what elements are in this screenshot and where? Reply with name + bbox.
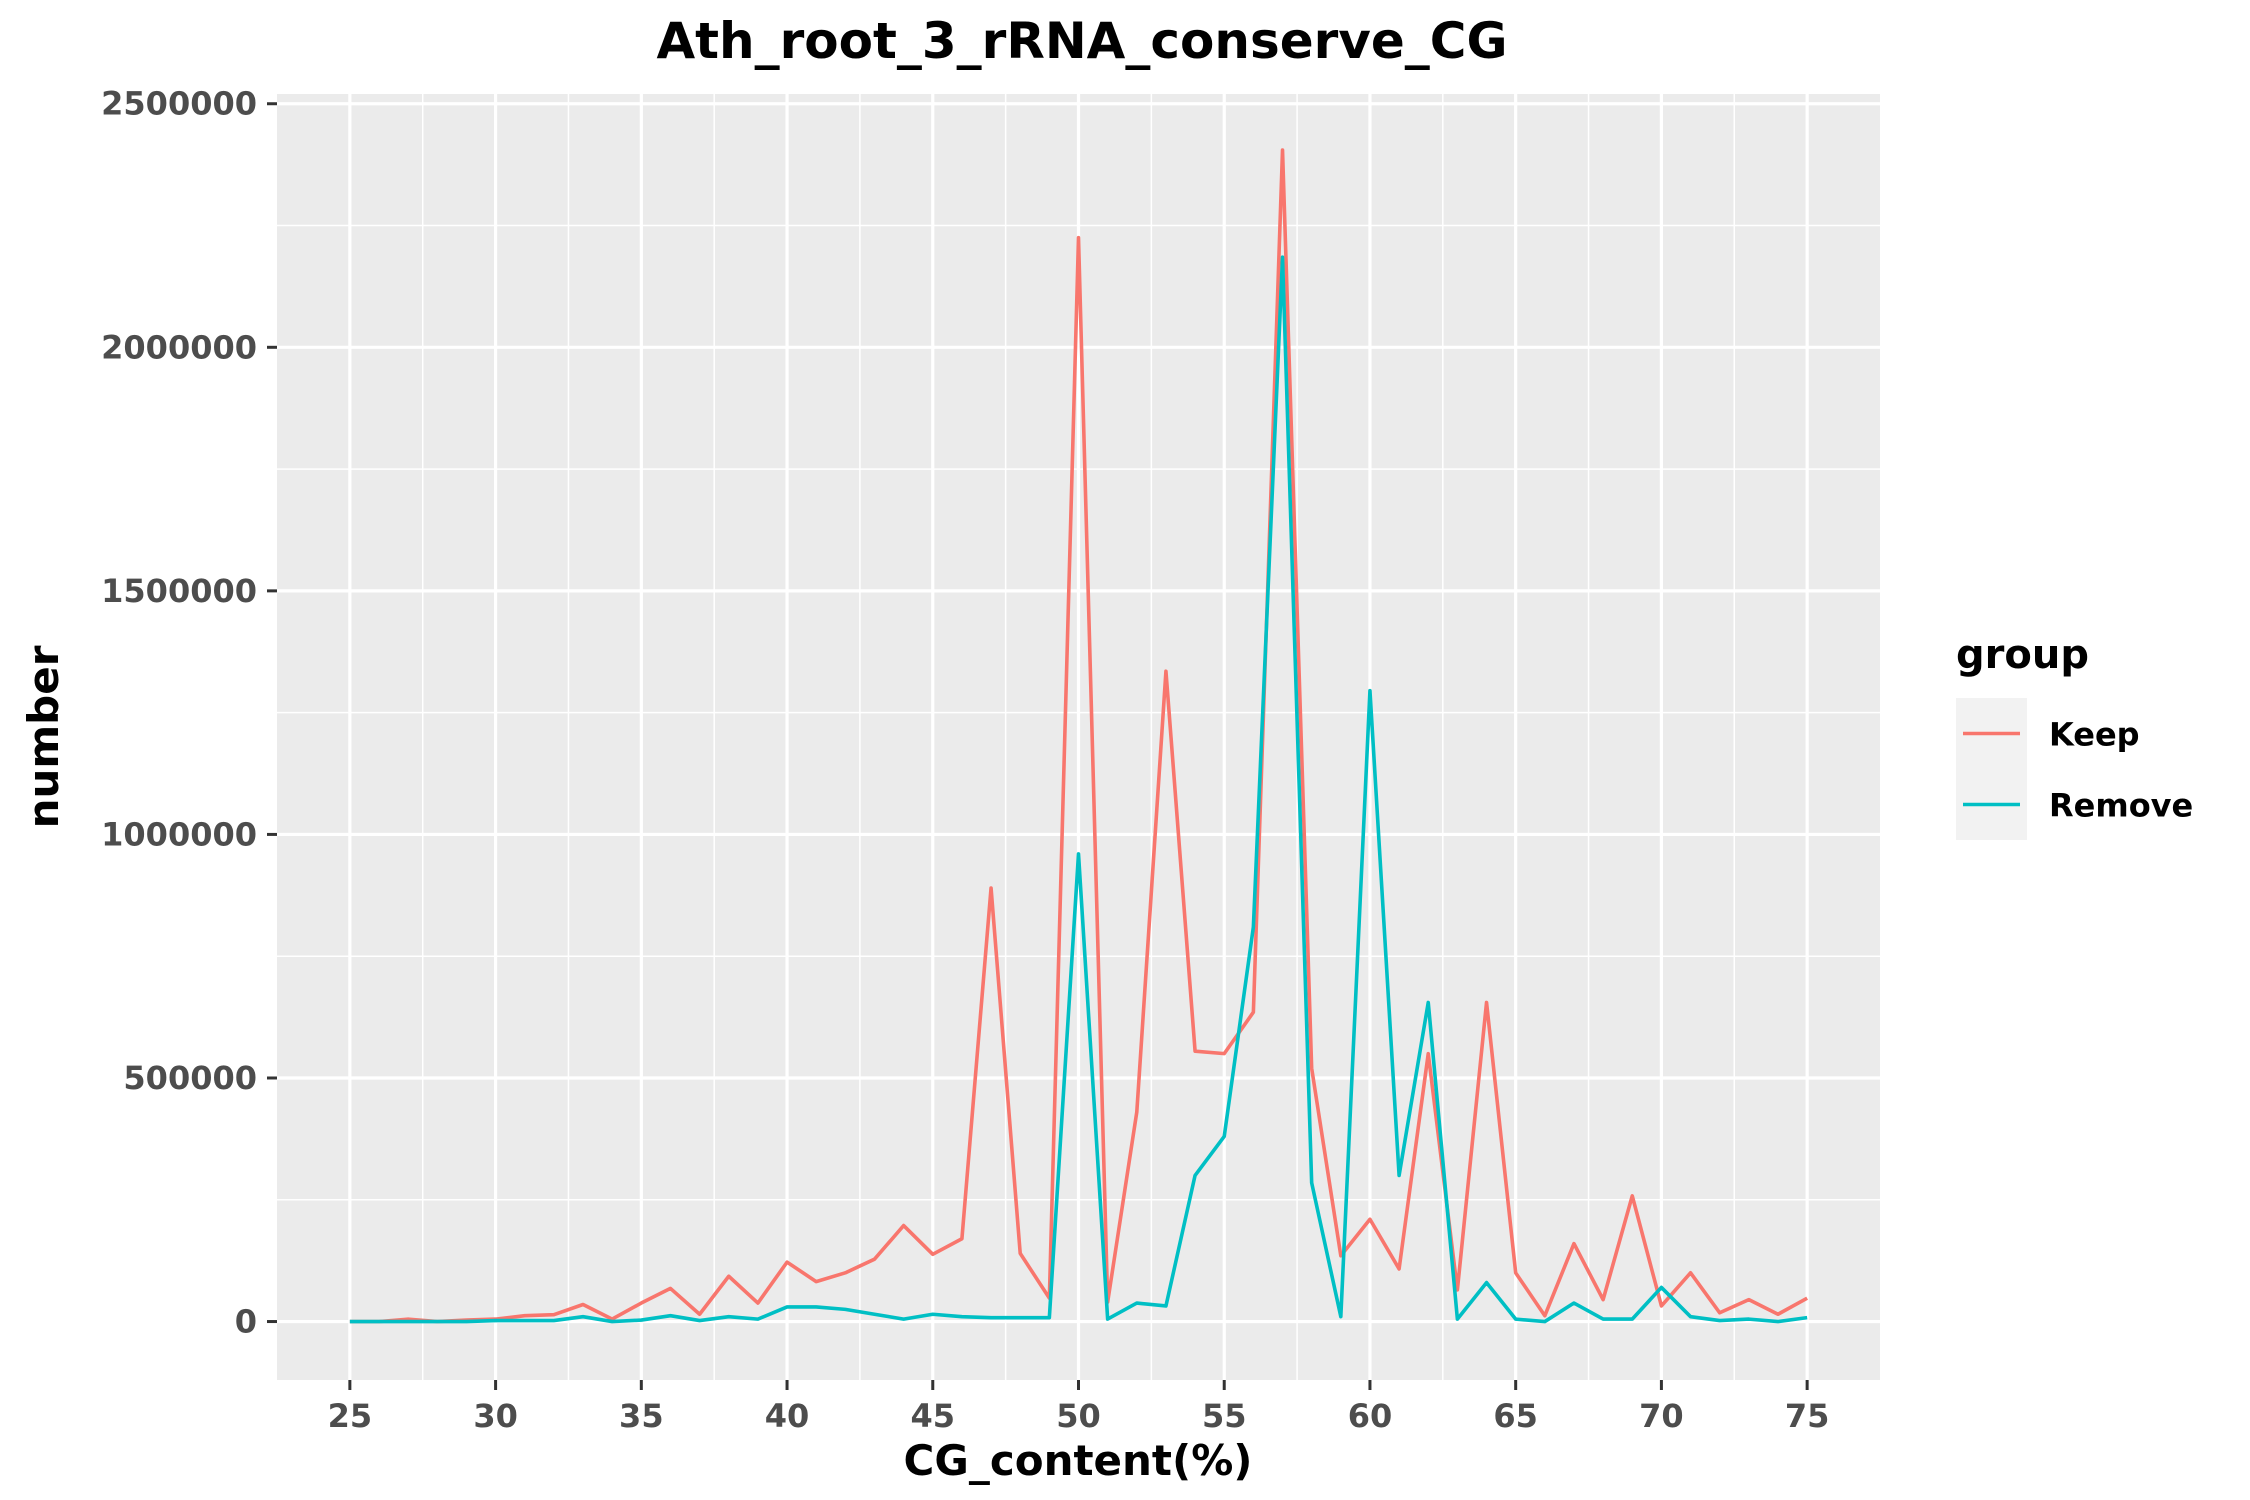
x-tick-label: 65 — [1493, 1397, 1538, 1435]
x-tick-label: 75 — [1785, 1397, 1830, 1435]
y-tick-label: 2000000 — [101, 328, 257, 366]
chart-title: Ath_root_3_rRNA_conserve_CG — [656, 12, 1507, 70]
legend-label-remove: Remove — [2049, 787, 2193, 825]
y-axis-title: number — [19, 645, 68, 828]
major-gridlines — [277, 94, 1880, 1380]
x-tick-label: 50 — [1056, 1397, 1101, 1435]
y-tick-label: 1000000 — [101, 815, 257, 853]
x-tick-label: 35 — [619, 1397, 664, 1435]
legend: group Keep Remove — [1956, 632, 2193, 840]
x-tick-label: 60 — [1348, 1397, 1393, 1435]
x-axis-title: CG_content(%) — [904, 1436, 1253, 1485]
series-line-remove — [349, 255, 1808, 1324]
series-line-keep — [349, 148, 1809, 1324]
x-tick-label: 40 — [765, 1397, 810, 1435]
legend-label-keep: Keep — [2049, 716, 2140, 754]
y-tick-label: 500000 — [123, 1059, 257, 1097]
x-tick-label: 70 — [1639, 1397, 1684, 1435]
y-axis-ticks: 0 500000 1000000 1500000 2000000 2500000 — [101, 85, 277, 1341]
y-tick-label: 2500000 — [101, 85, 257, 123]
x-tick-label: 55 — [1202, 1397, 1247, 1435]
legend-title: group — [1956, 632, 2089, 678]
x-axis-ticks: 25 30 35 40 45 50 55 60 65 70 75 — [328, 1380, 1830, 1435]
y-tick-label: 1500000 — [101, 572, 257, 610]
x-tick-label: 25 — [328, 1397, 373, 1435]
x-tick-label: 45 — [911, 1397, 956, 1435]
y-tick-label: 0 — [235, 1303, 257, 1341]
x-tick-label: 30 — [473, 1397, 518, 1435]
series-lines — [349, 148, 1809, 1324]
